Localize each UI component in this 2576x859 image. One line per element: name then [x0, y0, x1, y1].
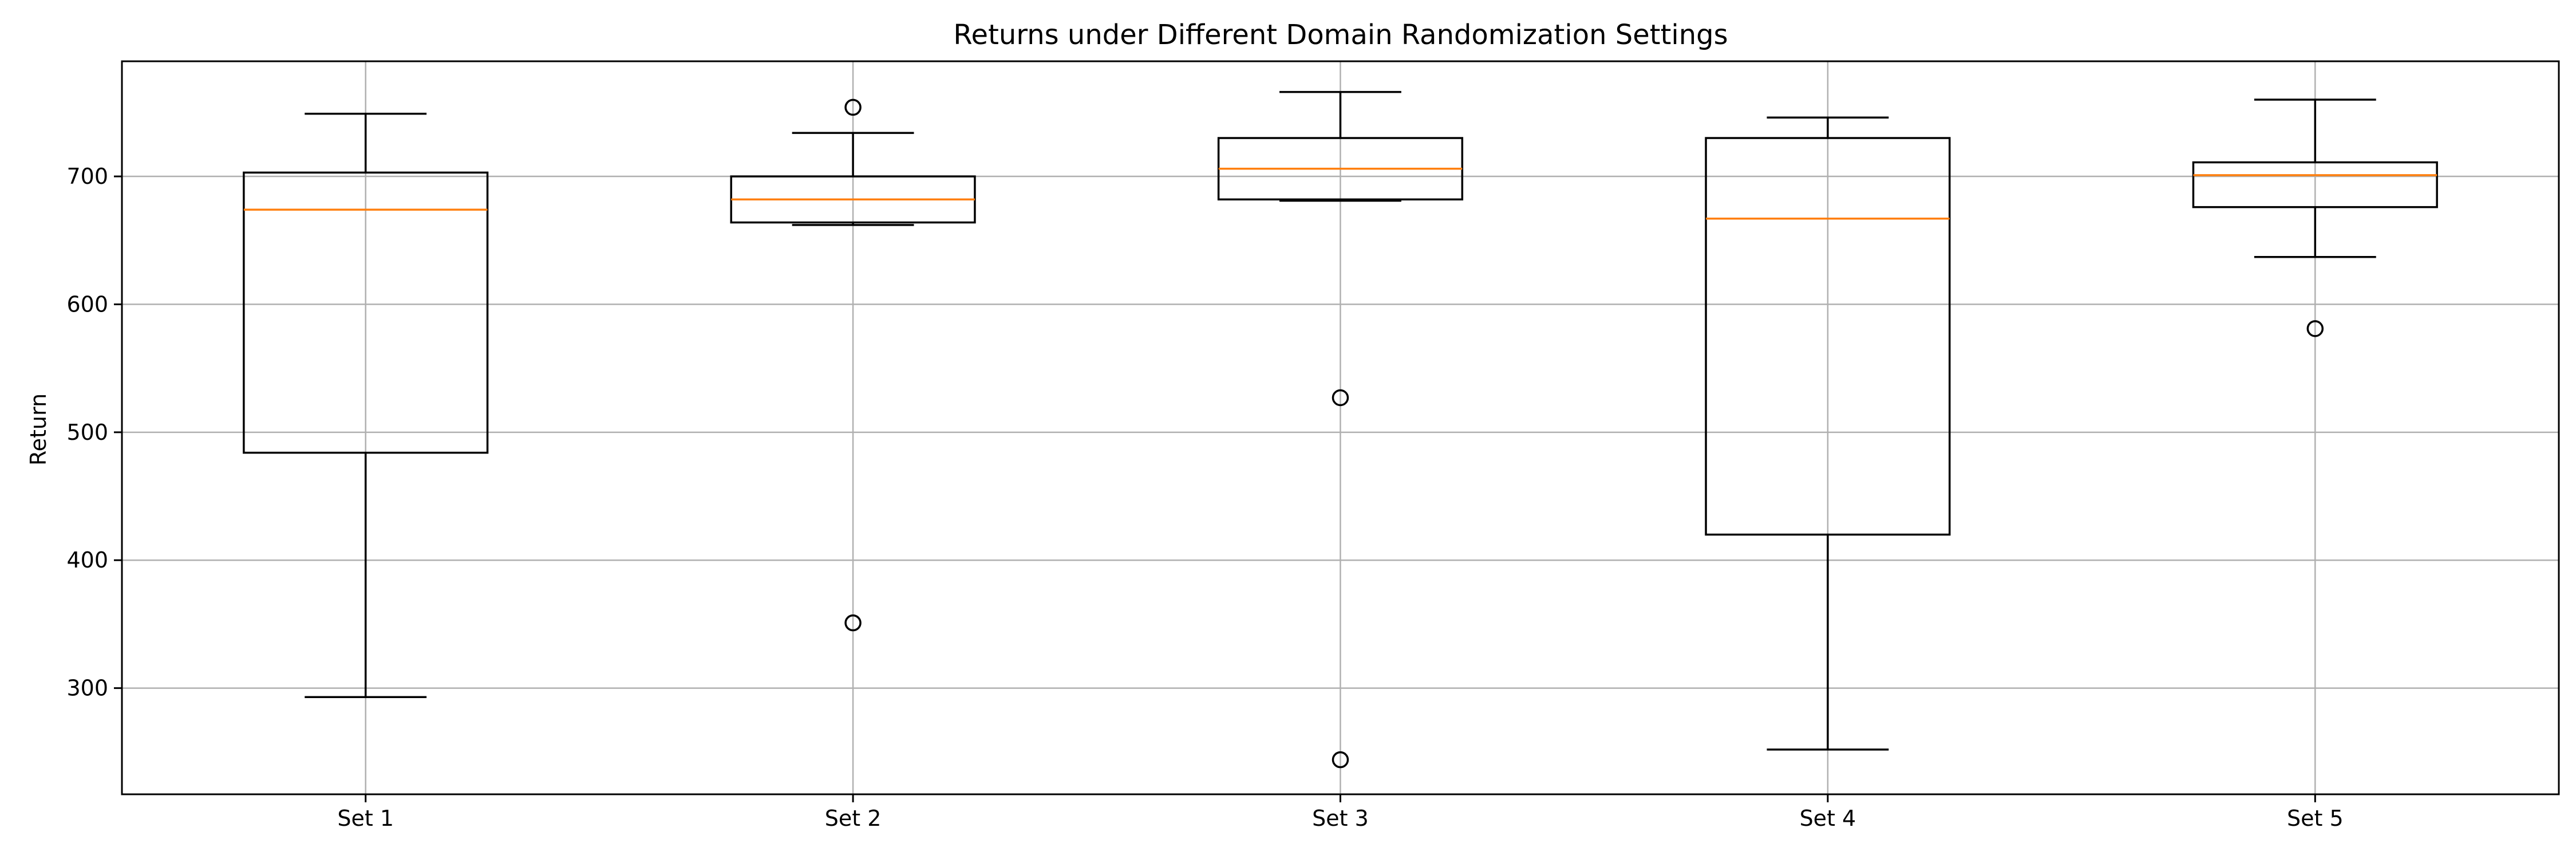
box-group — [243, 112, 489, 698]
chart-title: Returns under Different Domain Randomiza… — [953, 19, 1728, 51]
plot-frame — [121, 60, 2560, 795]
outlier-point — [2306, 320, 2324, 337]
x-tick-label: Set 2 — [825, 806, 882, 831]
y-axis-label: Return — [26, 393, 51, 466]
box-group — [730, 98, 976, 632]
box-group — [1217, 90, 1464, 769]
grid-layer — [122, 61, 2559, 794]
x-tick-label: Set 4 — [1800, 806, 1856, 831]
box-layer — [243, 90, 2438, 769]
box-iqr — [1705, 137, 1951, 536]
x-tick-label: Set 5 — [2287, 806, 2344, 831]
tick-layer: 300 400 500 600 700 Set 1 Set 2 Set 3 Set 4 Set 5 — [66, 164, 2343, 831]
box-group — [2192, 98, 2438, 337]
outlier-point — [844, 98, 862, 116]
y-tick-label: 700 — [66, 164, 108, 189]
box-iqr — [243, 171, 489, 454]
outlier-point — [844, 614, 862, 632]
box-group — [1705, 116, 1951, 751]
y-tick-label: 300 — [66, 676, 108, 701]
outlier-point — [1332, 751, 1349, 769]
y-tick-label: 400 — [66, 547, 108, 573]
x-tick-label: Set 3 — [1312, 806, 1369, 831]
box-iqr — [2192, 161, 2438, 208]
outlier-point — [1332, 389, 1349, 407]
y-tick-label: 600 — [66, 291, 108, 317]
x-tick-label: Set 1 — [337, 806, 394, 831]
y-tick-label: 500 — [66, 420, 108, 445]
